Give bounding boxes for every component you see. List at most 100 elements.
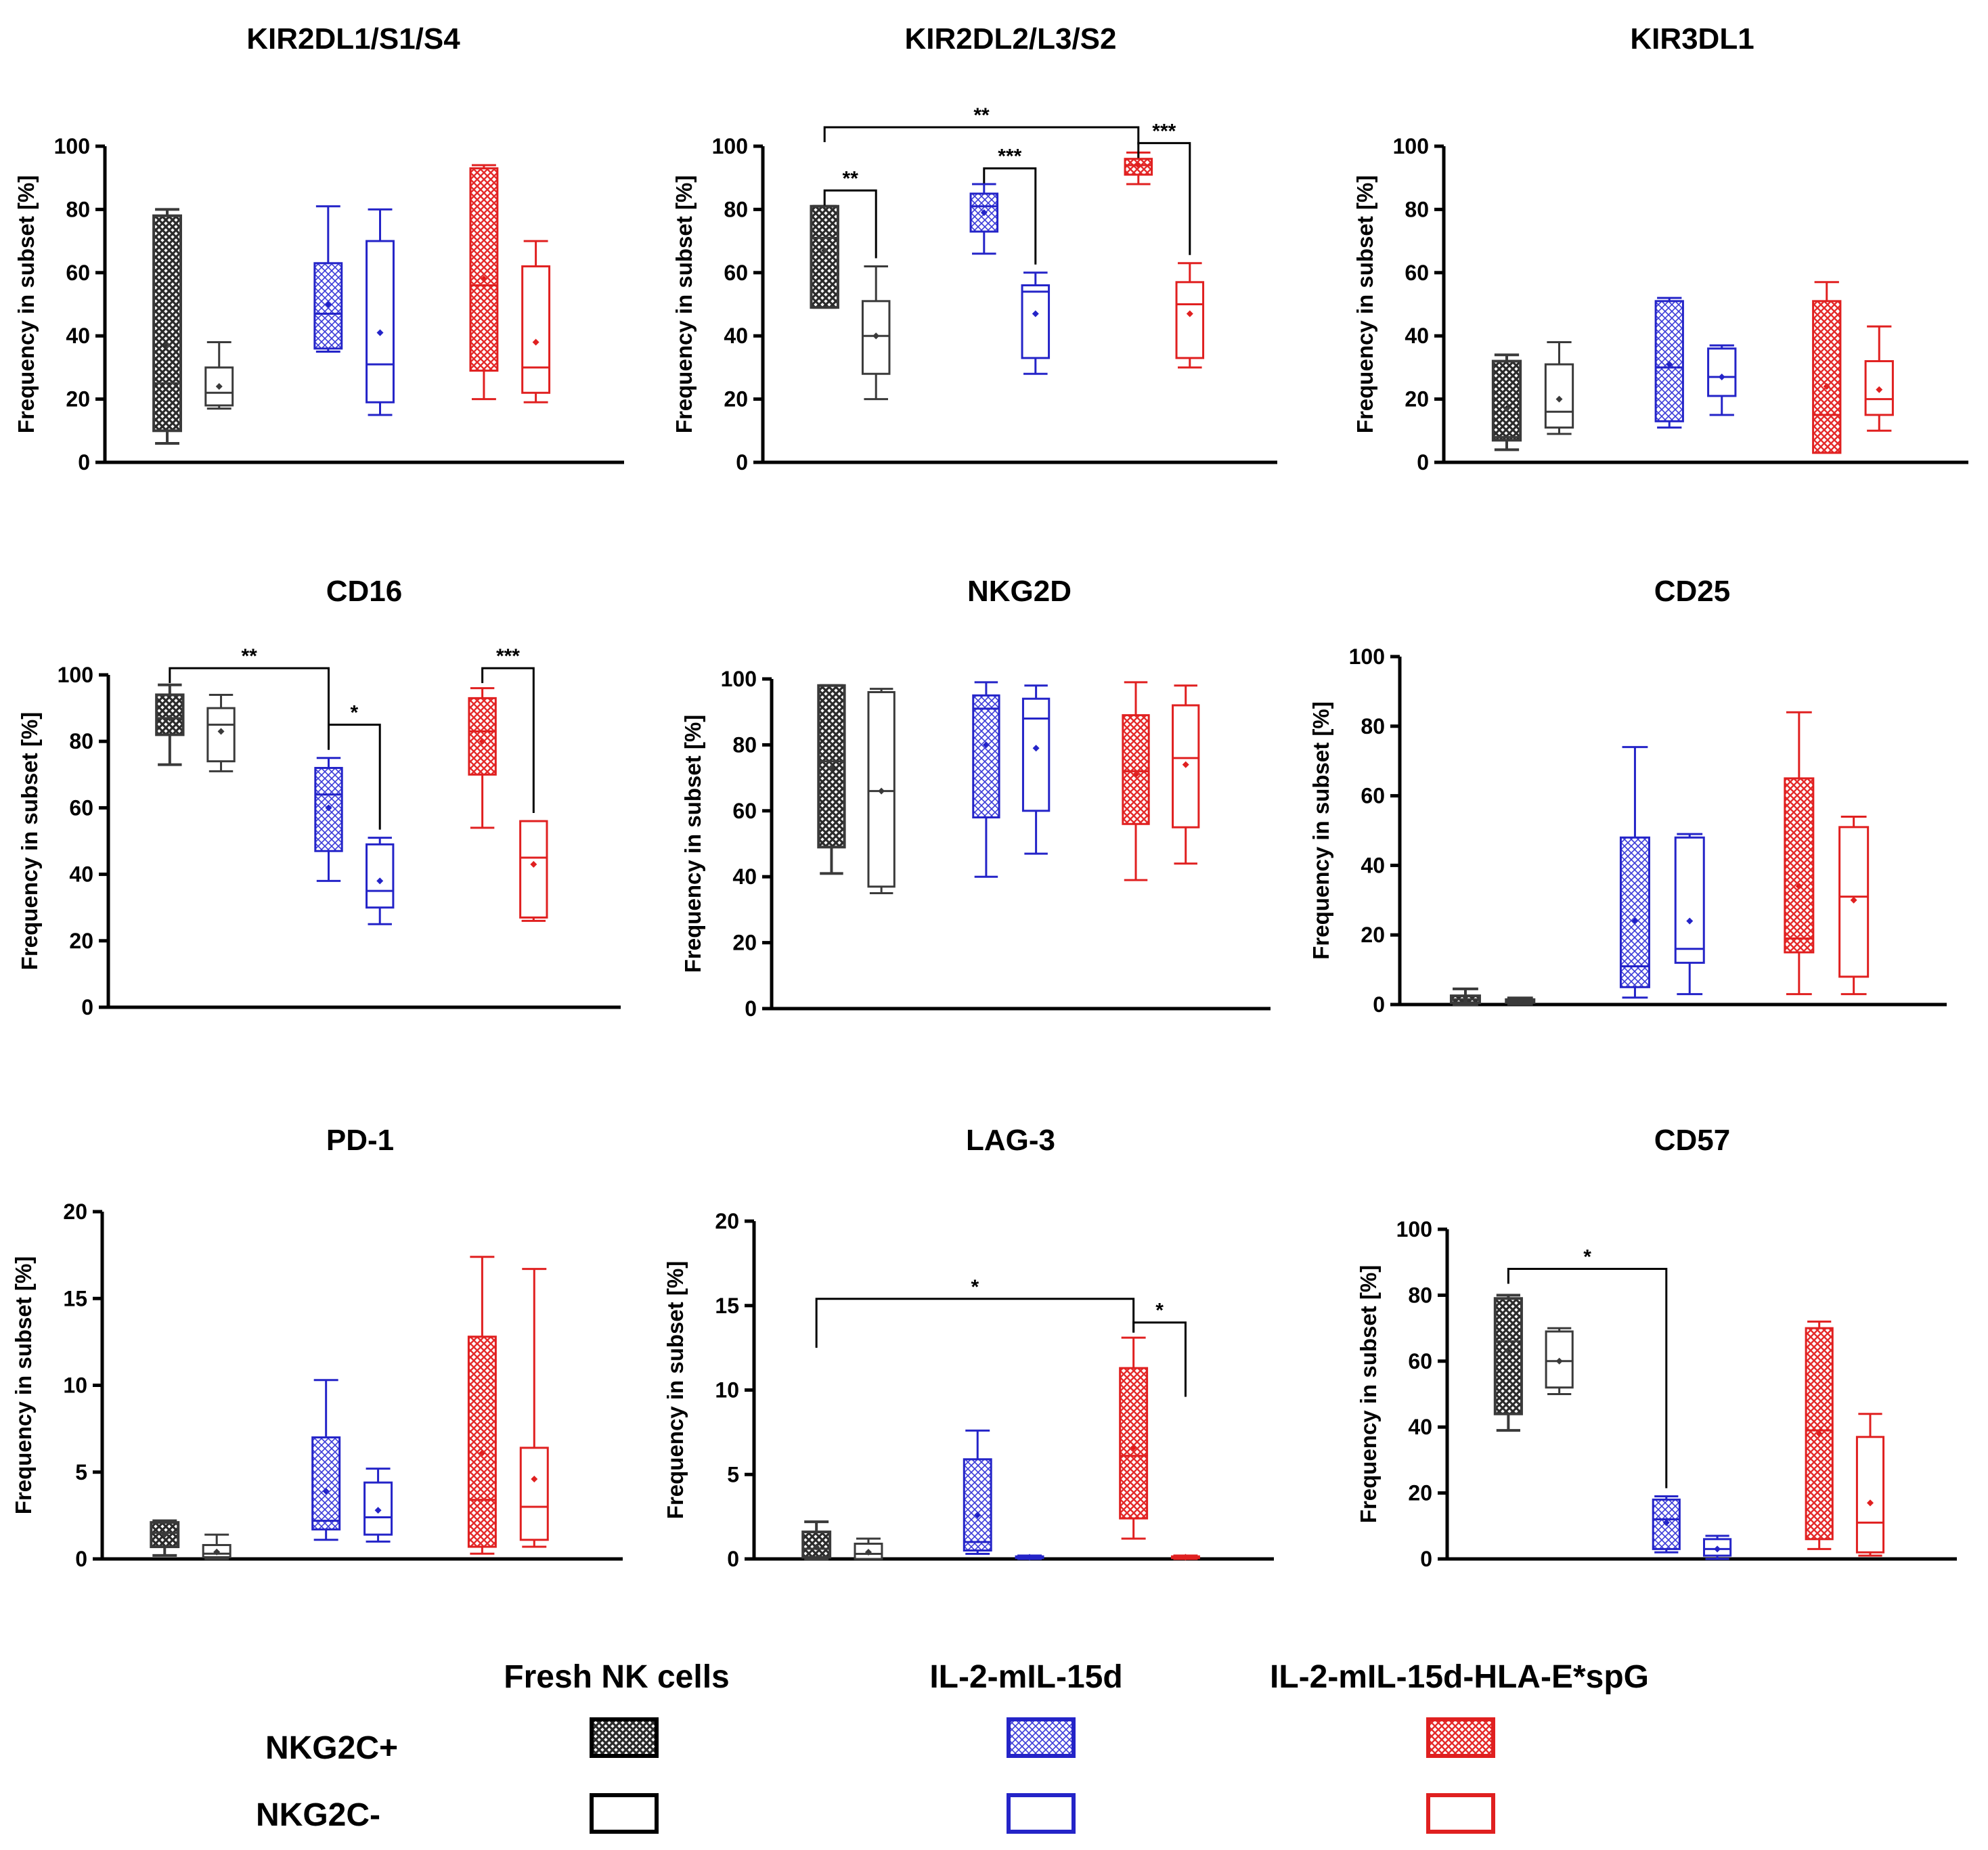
mean-marker: [1815, 1430, 1823, 1437]
chart-panel: KIR2DL1/S1/S4 Frequency in subset [%] 0 20 4…: [14, 22, 624, 475]
y-tick-label: 20: [1361, 923, 1385, 947]
y-tick-label: 80: [1408, 1283, 1432, 1307]
box-nkg2c-pos: [155, 683, 185, 766]
box-iqr: [1812, 300, 1842, 454]
mean-marker: [1555, 1357, 1563, 1365]
mean-marker: [479, 1449, 486, 1457]
y-tick-label: 80: [732, 732, 757, 757]
box-nkg2c-neg: [204, 341, 234, 410]
box-iqr: [467, 1336, 497, 1548]
box-nkg2c-neg: [521, 240, 551, 403]
mean-marker: [1631, 917, 1639, 925]
mean-marker: [1032, 310, 1039, 317]
significance-label: **: [241, 645, 257, 667]
box-iqr: [1619, 836, 1650, 988]
mean-marker: [1866, 1499, 1874, 1507]
bracket-line: [481, 667, 535, 814]
mean-marker: [1186, 310, 1193, 317]
y-axis-label: Frequency in subset [%]: [671, 175, 697, 433]
box-iqr: [150, 1521, 180, 1549]
bracket-line: [823, 126, 1140, 145]
y-tick-label: 0: [727, 1547, 739, 1571]
bracket-line: [328, 724, 381, 830]
significance-bracket: ***: [1137, 120, 1191, 255]
mean-marker: [479, 738, 486, 745]
mean-marker: [1516, 997, 1524, 1005]
box-nkg2c-neg: [1021, 684, 1051, 855]
bracket-line: [1137, 141, 1191, 255]
mean-marker: [1714, 1545, 1721, 1553]
y-axis-label: Frequency in subset [%]: [663, 1261, 688, 1519]
chart-panel: CD16 Frequency in subset [%] 0 20 40 60 80 100 *…: [17, 575, 621, 1019]
box-nkg2c-pos: [311, 1379, 341, 1541]
chart-panel: KIR3DL1 Frequency in subset [%] 0 20 40 60 80 1…: [1352, 22, 1968, 475]
significance-label: *: [1155, 1300, 1164, 1322]
mean-marker: [1666, 361, 1673, 368]
mean-marker: [531, 1476, 538, 1483]
panel-title: CD16: [326, 575, 403, 608]
panel-title: CD57: [1654, 1124, 1731, 1157]
bracket-line: [823, 189, 877, 259]
mean-marker: [376, 877, 384, 885]
y-tick-label: 0: [1373, 992, 1385, 1017]
box-nkg2c-pos: [1784, 711, 1815, 996]
legend-group-hlae: IL-2-mIL-15d-HLA-E*spG: [1270, 1659, 1649, 1695]
box-iqr: [1674, 836, 1705, 964]
mean-marker: [374, 1507, 382, 1514]
y-tick-label: 20: [1405, 387, 1429, 412]
significance-bracket: *: [1507, 1246, 1668, 1489]
bracket-line: [169, 667, 330, 750]
y-tick-label: 80: [724, 197, 748, 221]
y-axis-label: Frequency in subset [%]: [680, 715, 705, 973]
significance-label: *: [351, 702, 359, 724]
mean-marker: [215, 382, 223, 390]
y-tick-label: 15: [715, 1294, 739, 1318]
chart-panel: NKG2D Frequency in subset [%] 0 20 40 60 80 100: [680, 575, 1271, 1021]
bracket-line: [815, 1298, 1135, 1348]
box-nkg2c-neg: [1855, 1413, 1885, 1557]
y-tick-label: 40: [724, 324, 748, 348]
y-tick-label: 20: [63, 1199, 87, 1224]
mean-marker: [1686, 917, 1694, 925]
box-nkg2c-neg: [363, 1468, 393, 1543]
y-tick-label: 100: [58, 663, 93, 687]
mean-marker: [1718, 373, 1725, 380]
panel-title: KIR3DL1: [1630, 22, 1754, 56]
mean-marker: [166, 714, 173, 722]
box-iqr: [152, 214, 182, 433]
box-nkg2c-neg: [854, 1537, 883, 1560]
mean-marker: [1503, 405, 1510, 412]
box-nkg2c-pos: [1652, 1495, 1681, 1554]
box-nkg2c-neg: [1703, 1535, 1732, 1560]
y-tick-label: 40: [1408, 1415, 1432, 1439]
mean-marker: [982, 741, 990, 749]
box-nkg2c-pos: [963, 1429, 992, 1556]
y-tick-label: 60: [1408, 1349, 1432, 1373]
legend-swatch-hlae-pos: [1426, 1717, 1495, 1758]
legend-swatch-il2-pos: [1007, 1717, 1076, 1758]
mean-marker: [217, 728, 225, 735]
box-iqr: [1491, 359, 1522, 442]
mean-marker: [1795, 883, 1803, 890]
box-iqr: [1493, 1297, 1523, 1415]
mean-marker: [1182, 761, 1189, 768]
box-nkg2c-neg: [366, 837, 395, 925]
y-tick-label: 20: [66, 387, 90, 412]
y-axis-label: Frequency in subset [%]: [1352, 175, 1377, 433]
mean-marker: [828, 764, 835, 772]
y-tick-label: 100: [1349, 644, 1385, 669]
significance-label: ***: [1152, 120, 1176, 142]
box-nkg2c-pos: [313, 205, 343, 353]
y-axis-label: Frequency in subset [%]: [1356, 1265, 1381, 1523]
panel-title: CD25: [1654, 575, 1731, 608]
chart-panel: CD25 Frequency in subset [%] 0 20 40 60 80 100: [1308, 575, 1947, 1017]
mean-marker: [1032, 745, 1040, 752]
box-nkg2c-pos: [1654, 296, 1684, 429]
box-nkg2c-pos: [314, 757, 343, 882]
y-tick-label: 60: [69, 795, 93, 820]
panel-title: NKG2D: [967, 575, 1072, 608]
panel-title: LAG-3: [966, 1124, 1055, 1157]
box-nkg2c-neg: [1175, 262, 1205, 369]
box-nkg2c-neg: [1864, 325, 1894, 432]
y-tick-label: 0: [75, 1547, 87, 1571]
